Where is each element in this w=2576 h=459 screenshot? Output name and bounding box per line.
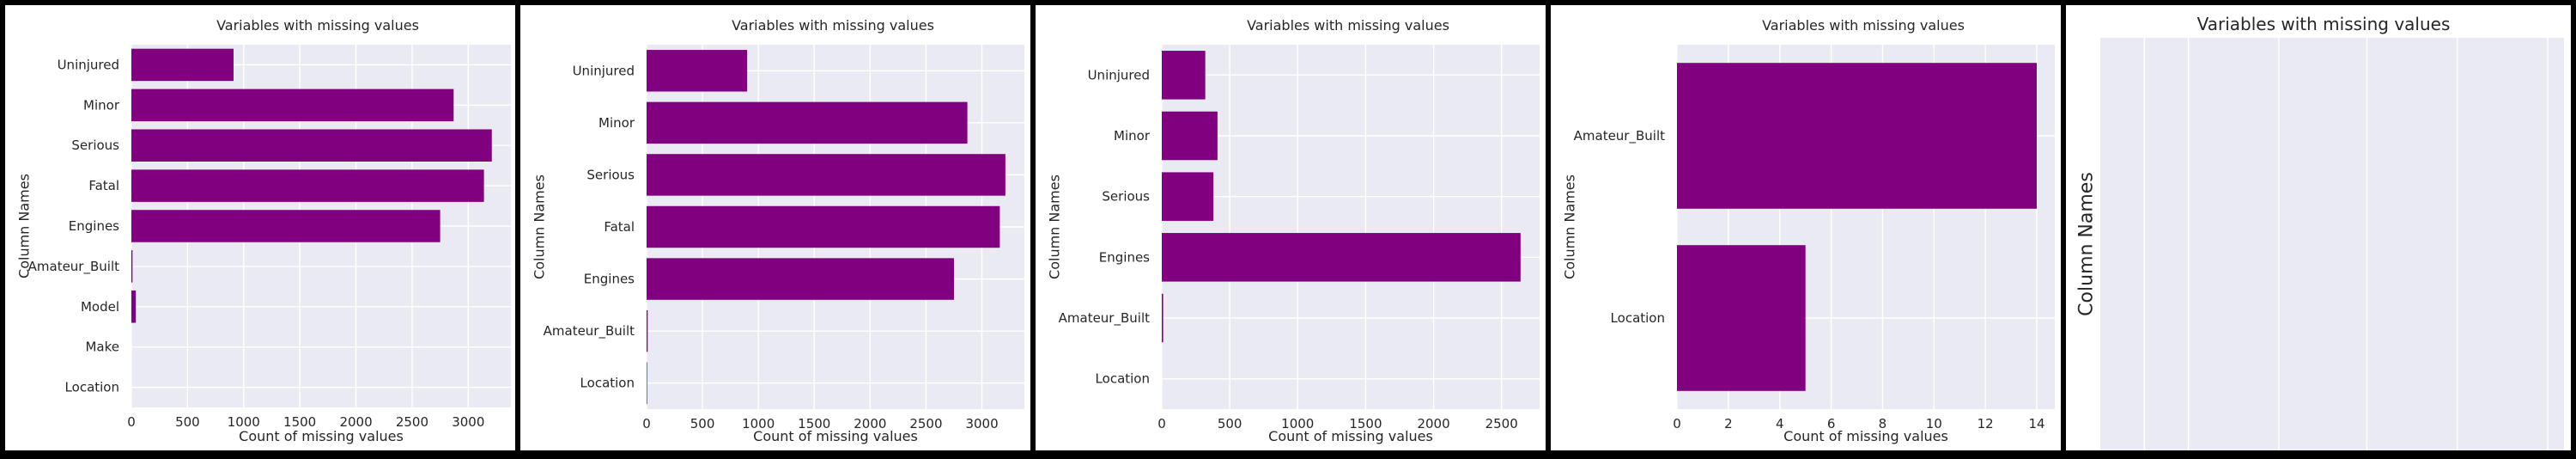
y-tick-label-engines: Engines bbox=[69, 218, 119, 234]
x-tick-label-4: 2000 bbox=[339, 414, 372, 430]
x-tick-label-7: 14 bbox=[2029, 416, 2045, 431]
x-tick-label-0: 0 bbox=[1673, 416, 1681, 431]
x-tick-label-1: 500 bbox=[175, 414, 200, 430]
y-tick-label-engines: Engines bbox=[1099, 249, 1150, 265]
y-axis-label: Column Names bbox=[1562, 174, 1578, 279]
bar-uninjured bbox=[131, 48, 234, 82]
chart-5: Variables with missing values Column Name… bbox=[2076, 14, 2564, 450]
x-tick-label-5: 2500 bbox=[396, 414, 428, 430]
bar-serious bbox=[1162, 172, 1214, 221]
bar-minor bbox=[647, 101, 968, 144]
x-tick-label-2: 1000 bbox=[228, 414, 260, 430]
plot-area bbox=[2100, 38, 2564, 450]
x-tick-label-6: 3000 bbox=[452, 414, 484, 430]
chart-panel-2: Uninjured Minor Serious Fatal Engines Amateur… bbox=[520, 5, 1030, 450]
x-axis-label: Count of missing values bbox=[1783, 428, 1948, 444]
y-tick-label-minor: Minor bbox=[1114, 128, 1151, 144]
y-tick-label-amateur-built: Amateur_Built bbox=[1059, 310, 1150, 327]
x-tick-label-4: 2000 bbox=[1417, 416, 1449, 431]
x-tick-label-3: 1500 bbox=[1349, 416, 1382, 431]
y-tick-label-serious: Serious bbox=[1102, 189, 1150, 205]
bar-model bbox=[131, 291, 137, 323]
chart-panel-5: Variables with missing values Column Name… bbox=[2066, 5, 2571, 450]
x-tick-label-1: 2 bbox=[1724, 416, 1733, 431]
chart-1: Uninjured Minor Serious Fatal Engines Amateur… bbox=[16, 17, 511, 444]
bar-minor bbox=[1162, 111, 1218, 161]
chart-panel-3: Uninjured Minor Serious Engines Amateur_Buil… bbox=[1036, 5, 1546, 450]
chart-2: Uninjured Minor Serious Fatal Engines Amateur… bbox=[532, 17, 1024, 444]
bar-minor bbox=[131, 89, 454, 122]
x-tick-label-6: 3000 bbox=[965, 416, 998, 431]
chart-title: Variables with missing values bbox=[2197, 14, 2451, 34]
x-axis-label: Count of missing values bbox=[753, 428, 918, 444]
x-tick-label-0: 0 bbox=[642, 416, 651, 431]
chart-panel-4: Amateur_Built Location 0 2 4 6 8 10 12 14 Variable… bbox=[1551, 5, 2061, 450]
bar-location bbox=[1677, 245, 1806, 391]
x-tick-label-5: 2500 bbox=[909, 416, 942, 431]
x-tick-label-1: 500 bbox=[1218, 416, 1242, 431]
bar-uninjured bbox=[1162, 51, 1206, 100]
chart-3: Uninjured Minor Serious Engines Amateur_Buil… bbox=[1047, 17, 1540, 444]
x-axis-label: Count of missing values bbox=[239, 428, 404, 444]
x-tick-label-2: 1000 bbox=[1281, 416, 1314, 431]
bar-serious bbox=[647, 154, 1005, 196]
bar-amateur-built bbox=[1162, 293, 1163, 343]
y-tick-label-fatal: Fatal bbox=[88, 178, 119, 193]
x-tick-label-2: 1000 bbox=[742, 416, 775, 431]
bar-fatal bbox=[647, 205, 1000, 248]
y-tick-label-serious: Serious bbox=[586, 167, 635, 182]
y-tick-label-minor: Minor bbox=[83, 97, 120, 113]
y-axis-label: Column Names bbox=[532, 174, 548, 279]
x-tick-label-2: 4 bbox=[1776, 416, 1784, 431]
y-tick-label-minor: Minor bbox=[598, 115, 635, 131]
y-tick-label-make: Make bbox=[85, 340, 119, 355]
y-tick-label-serious: Serious bbox=[71, 138, 119, 153]
x-tick-label-3: 6 bbox=[1827, 416, 1836, 431]
y-tick-label-amateur-built: Amateur_Built bbox=[28, 259, 119, 275]
chart-4: Amateur_Built Location 0 2 4 6 8 10 12 14 Variable… bbox=[1562, 17, 2055, 444]
chart-title: Variables with missing values bbox=[1247, 17, 1449, 34]
bar-amateur-built bbox=[131, 250, 133, 283]
bar-engines bbox=[131, 210, 440, 242]
chart-title: Variables with missing values bbox=[1762, 17, 1965, 34]
bar-amateur-built bbox=[1677, 63, 2038, 209]
bar-serious bbox=[131, 129, 492, 162]
y-axis-label: Column Names bbox=[16, 174, 33, 278]
chart-title: Variables with missing values bbox=[216, 17, 419, 34]
y-tick-label-amateur-built: Amateur_Built bbox=[544, 323, 635, 340]
x-tick-label-5: 2500 bbox=[1485, 416, 1518, 431]
x-tick-label-0: 0 bbox=[1157, 416, 1166, 431]
x-tick-label-5: 10 bbox=[1926, 416, 1942, 431]
x-tick-label-3: 1500 bbox=[798, 416, 830, 431]
x-tick-label-6: 12 bbox=[1978, 416, 1994, 431]
x-tick-label-4: 2000 bbox=[854, 416, 886, 431]
bar-fatal bbox=[131, 169, 484, 202]
y-axis-label: Column Names bbox=[1047, 174, 1063, 279]
chart-title: Variables with missing values bbox=[732, 17, 934, 34]
y-tick-label-location: Location bbox=[1611, 310, 1665, 326]
y-tick-label-amateur-built: Amateur_Built bbox=[1574, 128, 1665, 144]
y-axis-label: Column Names bbox=[2076, 172, 2098, 316]
y-tick-label-uninjured: Uninjured bbox=[573, 63, 635, 78]
x-tick-label-0: 0 bbox=[127, 414, 136, 430]
x-tick-label-3: 1500 bbox=[283, 414, 316, 430]
x-tick-label-4: 8 bbox=[1879, 416, 1887, 431]
y-tick-label-engines: Engines bbox=[584, 272, 635, 287]
y-tick-label-fatal: Fatal bbox=[604, 219, 635, 235]
plot-area bbox=[1162, 45, 1540, 409]
bar-uninjured bbox=[647, 50, 748, 92]
y-tick-label-location: Location bbox=[65, 380, 119, 395]
y-tick-label-model: Model bbox=[81, 299, 119, 315]
x-tick-label-1: 500 bbox=[690, 416, 715, 431]
y-tick-label-location: Location bbox=[1096, 371, 1150, 387]
y-tick-label-location: Location bbox=[580, 376, 635, 391]
x-axis-label: Count of missing values bbox=[1268, 428, 1433, 444]
chart-panel-1: Uninjured Minor Serious Fatal Engines Amateur… bbox=[5, 5, 515, 450]
bar-engines bbox=[1162, 233, 1521, 282]
y-tick-label-uninjured: Uninjured bbox=[58, 57, 119, 72]
bar-engines bbox=[647, 258, 954, 300]
y-tick-label-uninjured: Uninjured bbox=[1088, 67, 1150, 83]
